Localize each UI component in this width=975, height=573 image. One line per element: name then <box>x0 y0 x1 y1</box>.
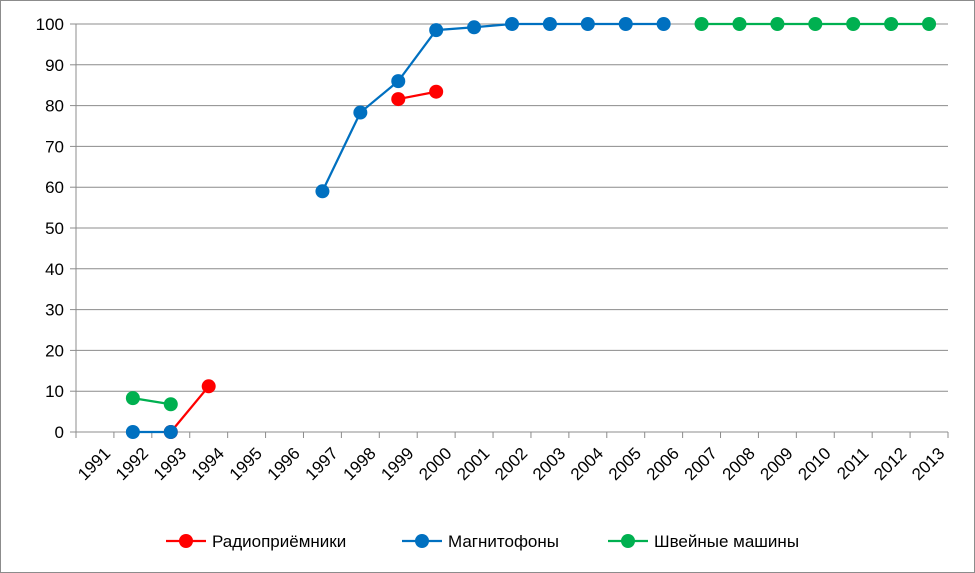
data-point <box>505 17 519 31</box>
x-tick-label: 2003 <box>529 444 569 484</box>
data-point <box>656 17 671 31</box>
x-tick-label: 1999 <box>377 444 417 484</box>
series-line-1 <box>321 22 664 192</box>
data-point <box>467 20 482 35</box>
legend-label: Магнитофоны <box>448 532 559 551</box>
data-point <box>125 391 140 406</box>
x-tick-label: 2012 <box>870 444 910 484</box>
data-point <box>163 425 178 439</box>
data-point <box>922 17 937 31</box>
y-tick-label: 50 <box>45 219 64 238</box>
y-tick-label: 0 <box>55 423 64 442</box>
x-tick-label: 2009 <box>757 444 797 484</box>
y-tick-label: 10 <box>45 382 64 401</box>
y-tick-label: 70 <box>45 137 64 156</box>
data-point <box>580 17 595 31</box>
y-tick-label: 100 <box>36 15 64 34</box>
gridlines <box>76 23 948 392</box>
data-point <box>391 92 406 107</box>
x-tick-label: 2011 <box>833 444 872 483</box>
data-point <box>618 17 633 31</box>
data-point <box>884 17 899 31</box>
x-tick-label: 2007 <box>681 444 721 484</box>
data-point <box>391 74 406 89</box>
x-tick-label: 1994 <box>188 444 228 484</box>
legend-marker <box>415 534 429 548</box>
data-point <box>353 105 368 120</box>
x-tick-label: 2010 <box>794 444 834 484</box>
x-tick-label: 2000 <box>415 444 455 484</box>
data-point <box>429 84 444 99</box>
x-tick-label: 2006 <box>643 444 683 484</box>
legend-entry: Швейные машины <box>608 532 799 551</box>
y-tick-labels: 0 10 20 30 40 50 60 70 80 90 100 <box>36 15 64 442</box>
data-point <box>542 17 557 31</box>
y-tick-label: 30 <box>45 301 64 320</box>
legend-entry: Магнитофоны <box>402 532 559 551</box>
x-tick-label: 2002 <box>491 444 531 484</box>
data-point <box>694 17 709 31</box>
legend-label: Швейные машины <box>654 532 799 551</box>
data-point <box>732 17 747 31</box>
y-tick-label: 80 <box>45 97 64 116</box>
x-tick-label: 1998 <box>339 444 379 484</box>
y-tick-label: 20 <box>45 341 64 360</box>
x-tick-label: 1995 <box>226 444 266 484</box>
y-tick-label: 40 <box>45 260 64 279</box>
x-tick-label: 1992 <box>112 444 152 484</box>
y-tick-label: 90 <box>45 56 64 75</box>
data-point <box>163 397 178 412</box>
legend-label: Радиоприёмники <box>212 532 346 551</box>
data-point <box>315 184 330 199</box>
x-tick-label: 1997 <box>302 444 342 484</box>
x-tick-label: 2013 <box>908 444 948 484</box>
series-points <box>125 17 937 439</box>
x-tick-label: 2001 <box>453 444 493 484</box>
legend-entry: Радиоприёмники <box>166 532 346 551</box>
series-line-0 <box>169 385 210 433</box>
x-tick-label: 2005 <box>605 444 645 484</box>
legend: Радиоприёмники Магнитофоны Швейные машины <box>166 532 799 551</box>
x-tick-label: 1993 <box>150 444 190 484</box>
x-tick-label: 2008 <box>719 444 759 484</box>
data-point <box>125 425 140 439</box>
data-point <box>201 379 216 394</box>
x-tick-labels: 1991199219931994199519961997199819992000… <box>74 444 948 484</box>
y-tick-label: 60 <box>45 178 64 197</box>
data-point <box>846 17 861 31</box>
x-tick-label: 1991 <box>74 444 114 484</box>
data-point <box>808 17 823 31</box>
data-point <box>429 23 444 38</box>
x-tick-label: 2004 <box>567 444 607 484</box>
axes <box>70 23 949 438</box>
data-point <box>770 17 785 31</box>
x-tick-label: 1996 <box>264 444 304 484</box>
legend-marker <box>621 534 635 548</box>
legend-marker <box>179 534 193 548</box>
